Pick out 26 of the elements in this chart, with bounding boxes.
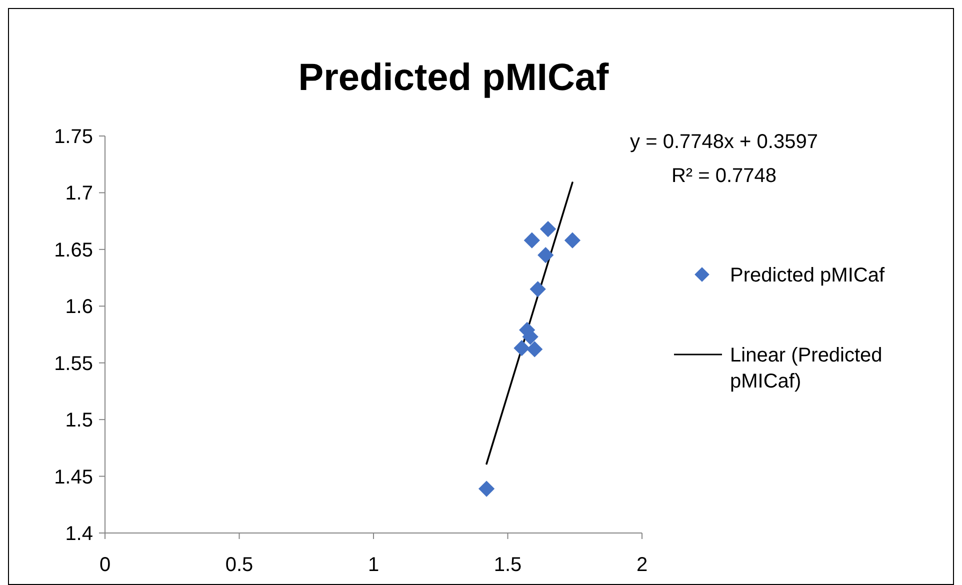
point (514, 340, 530, 356)
y-tick-label: 1.75 (54, 126, 93, 148)
annotation: y = 0.7748x + 0.3597 (630, 131, 818, 153)
chart-title: Predicted pMICaf (298, 57, 610, 99)
legend-label: Predicted pMICaf (730, 264, 885, 286)
x-tick-label: 1 (368, 554, 380, 576)
y-tick-label: 1.45 (54, 466, 93, 488)
point (530, 281, 546, 298)
y-tick-label: 1.55 (54, 352, 93, 375)
point (524, 232, 540, 248)
y-tick-label: 1.6 (65, 296, 93, 318)
x-tick-label: 0 (99, 554, 111, 576)
x-tick-label: 0.5 (225, 554, 254, 576)
legend-label: Linear (Predicted pMICaf) (730, 344, 882, 392)
point (526, 341, 543, 358)
y-tick-label: 1.7 (65, 182, 93, 205)
x-tick-label: 1.5 (494, 554, 522, 576)
x-tick-label: 2 (636, 554, 648, 576)
y-tick-label: 1.65 (54, 239, 93, 262)
point (478, 480, 495, 497)
point (540, 220, 556, 238)
text: R² = 0.7748 (671, 165, 777, 187)
point (564, 232, 581, 248)
point (538, 247, 554, 264)
y-tick-label: 1.4 (65, 523, 93, 545)
y-tick-label: 1.5 (65, 410, 93, 432)
